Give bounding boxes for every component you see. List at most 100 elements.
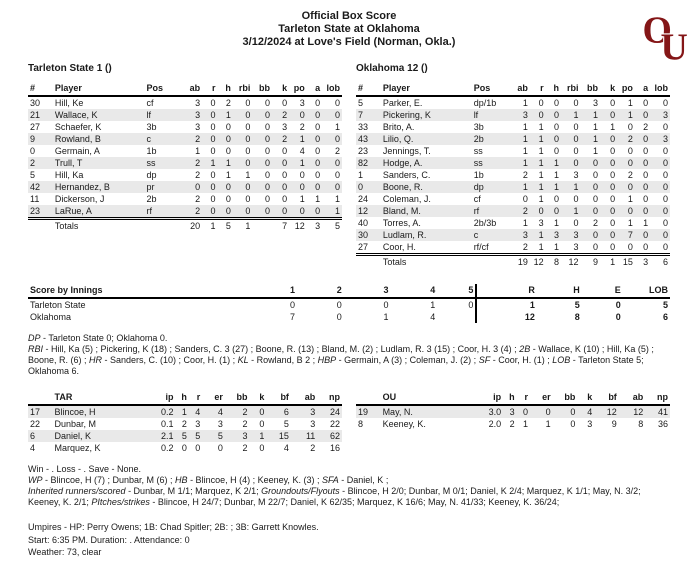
total-value: 3 bbox=[634, 253, 651, 268]
player-name: Rowland, B bbox=[54, 134, 101, 144]
stat-value: 0 bbox=[334, 170, 340, 180]
player-position: cf bbox=[146, 98, 154, 108]
pitching-col-header: h bbox=[175, 391, 189, 406]
pitcher-name: May, N. bbox=[382, 407, 413, 417]
home-batting-table: # Player Pos ab r h rbi bb k po a lob 5 Parker, E. dp/… bbox=[356, 82, 670, 268]
stat-value: 0 bbox=[662, 206, 668, 216]
matchup-line: Tarleton State at Oklahoma bbox=[278, 23, 420, 35]
pitching-col-header bbox=[28, 391, 53, 406]
stat-value: 0 bbox=[299, 182, 305, 192]
pitcher-number: 4 bbox=[30, 443, 36, 453]
stat-value: 0 bbox=[610, 98, 616, 108]
note-line: RBI - Hill, Ka (5) ; Pickering, K (18) ;… bbox=[28, 344, 654, 376]
stat-value: 0 bbox=[210, 146, 216, 156]
stat-value: 0 bbox=[610, 110, 616, 120]
stat-value: 1 bbox=[627, 194, 633, 204]
stat-value: 0 bbox=[315, 206, 321, 216]
stat-value: 0 bbox=[627, 206, 633, 216]
batting-col-header: Pos bbox=[144, 82, 181, 97]
footer-notes: Umpires - HP: Perry Owens; 1B: Chad Spit… bbox=[28, 521, 670, 559]
stat-value: 0 bbox=[553, 194, 559, 204]
stat-value: 2 bbox=[195, 206, 201, 216]
inning-score: 0 bbox=[336, 300, 342, 310]
player-number: 82 bbox=[358, 158, 369, 168]
result-header: R bbox=[476, 284, 537, 299]
pitching-col-header: ip bbox=[148, 391, 176, 406]
inning-score: 4 bbox=[430, 312, 436, 322]
stat-value: 0 bbox=[245, 122, 251, 132]
stat-value: 24 bbox=[329, 407, 340, 417]
stat-value: 1 bbox=[553, 218, 559, 228]
batting-col-header: a bbox=[306, 82, 323, 97]
stat-value: 0 bbox=[643, 194, 649, 204]
pitching-col-header: bb bbox=[224, 391, 250, 406]
stat-value: 0 bbox=[538, 98, 544, 108]
inning-score: 1 bbox=[383, 312, 389, 322]
stat-value: 0 bbox=[282, 170, 288, 180]
player-name: Jennings, T. bbox=[382, 146, 431, 156]
player-number: 7 bbox=[358, 110, 364, 120]
pitching-row: 19 May, N. 3.0 3 0 0 0 4 12 12 41 bbox=[356, 405, 670, 418]
batting-col-header: a bbox=[634, 82, 651, 97]
stat-value: 0 bbox=[210, 122, 216, 132]
stat-value: 6 bbox=[283, 407, 289, 417]
stat-value: 3 bbox=[662, 134, 668, 144]
stat-value: 4 bbox=[217, 407, 223, 417]
player-name: Parker, E. bbox=[382, 98, 423, 108]
stat-value: 62 bbox=[329, 431, 340, 441]
stat-value: 0 bbox=[282, 206, 288, 216]
stat-value: 2 bbox=[334, 146, 340, 156]
total-value: 1 bbox=[232, 217, 253, 232]
stat-value: 0 bbox=[553, 110, 559, 120]
player-number: 30 bbox=[30, 98, 41, 108]
total-value: 6 bbox=[650, 253, 670, 268]
player-name: Lilio, Q. bbox=[382, 134, 414, 144]
batting-col-header: rbi bbox=[232, 82, 253, 97]
player-position: rf bbox=[473, 206, 480, 216]
player-position: dp bbox=[146, 170, 157, 180]
stat-value: 1 bbox=[627, 218, 633, 228]
total-value: 7 bbox=[271, 217, 290, 232]
stat-value: 2 bbox=[522, 206, 528, 216]
player-name: Pickering, K bbox=[382, 110, 431, 120]
pitcher-number: 19 bbox=[358, 407, 369, 417]
batting-row: 82 Hodge, A. ss 1 1 1 0 0 0 0 0 0 bbox=[356, 157, 670, 169]
player-name: Hill, Ke bbox=[54, 98, 84, 108]
page-header: Official Box Score Tarleton State at Okl… bbox=[28, 10, 670, 49]
pitching-col-header: np bbox=[645, 391, 670, 406]
stat-value: 0 bbox=[334, 158, 340, 168]
stat-value: 1 bbox=[334, 122, 340, 132]
stat-value: 0 bbox=[593, 158, 599, 168]
stat-value: 5 bbox=[283, 419, 289, 429]
stat-value: 1 bbox=[299, 158, 305, 168]
stat-value: 3 bbox=[310, 407, 316, 417]
stat-value: 0 bbox=[553, 206, 559, 216]
result-value: 0 bbox=[615, 312, 621, 322]
batting-col-header: po bbox=[617, 82, 635, 97]
stat-value: 2 bbox=[509, 419, 515, 429]
inning-score: 7 bbox=[289, 312, 295, 322]
stat-value: 2 bbox=[242, 443, 248, 453]
pitching-col-header: h bbox=[503, 391, 517, 406]
home-team-heading: Oklahoma 12 () bbox=[356, 63, 428, 74]
stat-value: 3 bbox=[538, 218, 544, 228]
note-line: Inherited runners/scored - Dunbar, M 1/1… bbox=[28, 486, 641, 507]
stat-value: 0 bbox=[245, 182, 251, 192]
pitching-col-header: er bbox=[202, 391, 225, 406]
stat-value: 1 bbox=[593, 122, 599, 132]
pitcher-number: 8 bbox=[358, 419, 364, 429]
stat-value: 0 bbox=[315, 122, 321, 132]
stat-value: 0 bbox=[225, 122, 231, 132]
batting-row: 43 Lilio, Q. 2b 1 1 0 0 1 0 2 0 3 bbox=[356, 133, 670, 145]
player-number: 9 bbox=[30, 134, 36, 144]
player-name: Germain, A bbox=[54, 146, 100, 156]
stat-value: 0 bbox=[627, 182, 633, 192]
stat-abbreviation: HR bbox=[89, 355, 103, 365]
stat-value: 1 bbox=[593, 146, 599, 156]
away-batting-table: # Player Pos ab r h rbi bb k po a lob 30 Hill, Ke cf 3 0… bbox=[28, 82, 342, 232]
line-score-table: Score by Innings 1 2 3 4 5 R H E LOB Tarleton Stat… bbox=[28, 284, 670, 323]
stat-value: 3 bbox=[195, 110, 201, 120]
player-number: 2 bbox=[30, 158, 36, 168]
